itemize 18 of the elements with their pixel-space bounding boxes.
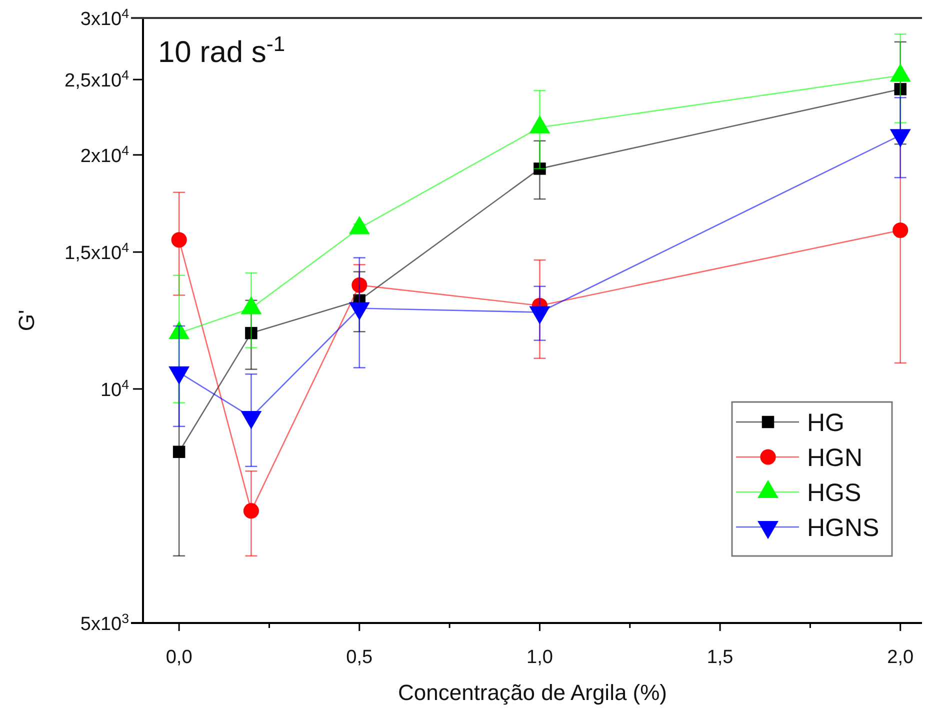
legend-label: HGS bbox=[807, 479, 862, 507]
x-tick-label: 1,5 bbox=[706, 647, 734, 668]
y-tick-label: 1,5x10$^{4}$ bbox=[64, 240, 129, 264]
x-tick-label: 0,0 bbox=[166, 647, 192, 668]
y-axis-title: G' bbox=[14, 310, 39, 332]
annotation: 10 rad s$^{-1}$ bbox=[158, 32, 286, 69]
x-tick-label: 1,0 bbox=[526, 647, 553, 668]
legend-label: HGNS bbox=[807, 514, 880, 542]
x-tick-label: 0,5 bbox=[346, 647, 373, 668]
y-tick-label: 2x10$^{4}$ bbox=[80, 142, 129, 167]
legend-label: HGN bbox=[807, 444, 863, 472]
x-tick-label: 2,0 bbox=[887, 647, 914, 668]
y-tick-label: 10$^{4}$ bbox=[100, 376, 129, 401]
legend-label: HG bbox=[807, 409, 844, 437]
y-tick-label: 3x10$^{4}$ bbox=[80, 6, 129, 30]
x-axis-title: Concentração de Argila (%) bbox=[398, 680, 668, 705]
y-tick-label: 5x10$^{3}$ bbox=[80, 610, 129, 635]
y-tick-label: 2,5x10$^{4}$ bbox=[64, 67, 129, 92]
